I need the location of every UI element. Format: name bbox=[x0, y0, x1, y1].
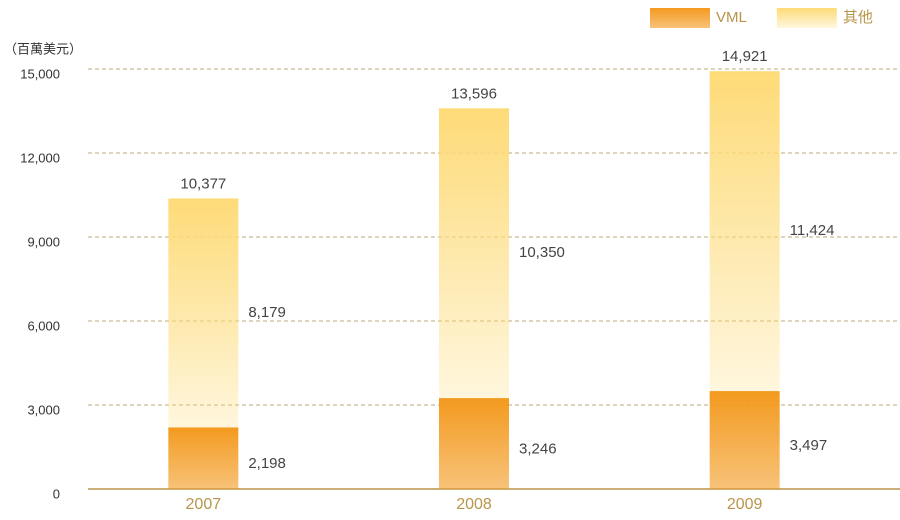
value-label: 3,497 bbox=[790, 437, 828, 454]
bar-segment bbox=[168, 198, 239, 428]
total-label: 13,596 bbox=[451, 85, 497, 102]
x-tick-label: 2009 bbox=[727, 496, 763, 513]
x-tick-label: 2007 bbox=[186, 496, 222, 513]
value-label: 2,198 bbox=[248, 455, 286, 472]
bar-segment bbox=[439, 398, 509, 489]
y-tick-label: 6,000 bbox=[27, 318, 60, 333]
x-tick-label: 2008 bbox=[456, 496, 492, 513]
y-tick-label: 15,000 bbox=[20, 66, 60, 81]
total-label: 10,377 bbox=[180, 175, 226, 192]
bar-segment bbox=[709, 71, 780, 392]
y-tick-label: 3,000 bbox=[27, 402, 60, 417]
legend-label: 其他 bbox=[843, 9, 873, 26]
y-tick-label: 0 bbox=[53, 486, 60, 501]
y-tick-label: 9,000 bbox=[27, 234, 60, 249]
bar-segment bbox=[168, 427, 239, 489]
bar-segment bbox=[439, 108, 509, 399]
value-label: 8,179 bbox=[248, 304, 286, 321]
bar-segment bbox=[709, 391, 780, 489]
y-tick-label: 12,000 bbox=[20, 150, 60, 165]
unit-label: （百萬美元） bbox=[4, 41, 82, 56]
total-label: 14,921 bbox=[722, 48, 768, 65]
value-label: 11,424 bbox=[790, 222, 835, 239]
legend-swatch bbox=[650, 8, 710, 28]
value-label: 10,350 bbox=[519, 244, 565, 261]
legend-label: VML bbox=[716, 9, 747, 26]
legend-swatch bbox=[776, 8, 837, 28]
value-label: 3,246 bbox=[519, 441, 557, 458]
